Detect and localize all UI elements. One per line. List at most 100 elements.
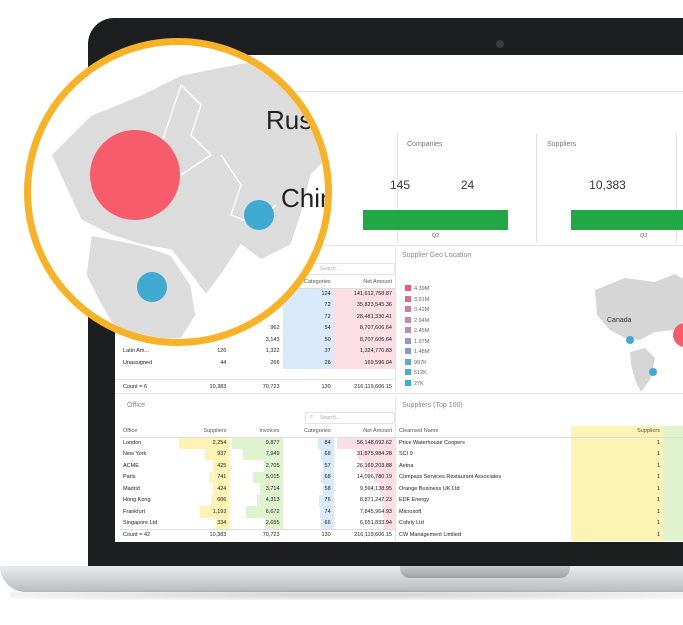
supplier-count: 1 bbox=[571, 506, 663, 518]
column-header[interactable]: Office bbox=[120, 426, 177, 438]
column-header[interactable]: Invoices bbox=[229, 426, 283, 438]
table-cell: 6,651,833.94 bbox=[334, 517, 395, 530]
kpi-tile-companies[interactable]: Companies 24 bbox=[399, 133, 537, 243]
cell-value: 5,015 bbox=[265, 474, 280, 481]
legend-item[interactable]: 27K bbox=[405, 379, 424, 387]
table-row[interactable]: Orange Business UK Ltd 1 bbox=[396, 483, 683, 495]
table-cell: 334 bbox=[176, 517, 230, 530]
column-header[interactable]: Net Amount bbox=[333, 426, 395, 438]
legend-item[interactable]: 512K bbox=[405, 369, 427, 376]
legend-label: 3.42M bbox=[414, 307, 430, 313]
table-cell: 126 bbox=[217, 348, 227, 355]
legend-swatch bbox=[405, 327, 411, 333]
table-row[interactable]: Aetna 1 bbox=[396, 460, 683, 472]
supplier-name: EDF Energy bbox=[399, 497, 429, 504]
office-panel-title: Office bbox=[127, 402, 146, 409]
column-header[interactable]: Cleansed Name bbox=[396, 426, 571, 438]
cell-bar bbox=[200, 506, 230, 518]
table-row[interactable]: Latin Am... 126 1,322 37 1,324,770.83 bbox=[120, 345, 395, 357]
table-cell: Singapore Ltd bbox=[123, 520, 158, 526]
legend-item[interactable]: 3.42M bbox=[405, 306, 429, 313]
legend-item[interactable]: 2.94M bbox=[405, 316, 429, 324]
table-cell: 741 bbox=[176, 471, 230, 483]
column-header[interactable]: Suppliers bbox=[571, 426, 663, 438]
table-cell bbox=[663, 448, 683, 460]
legend-item[interactable]: 997K bbox=[405, 358, 427, 366]
table-cell: 84 bbox=[283, 437, 334, 449]
map-bubble[interactable] bbox=[626, 336, 634, 344]
legend-item[interactable]: 1.48M bbox=[405, 348, 429, 355]
table-row[interactable]: SCI 9 1 bbox=[396, 448, 683, 460]
column-header[interactable]: Categories bbox=[282, 426, 334, 438]
table-cell: 8,707,606.64 bbox=[333, 322, 395, 334]
table-row[interactable]: 72 35,823,545.36 bbox=[120, 299, 395, 311]
region-table: Categories Net Amount 124 141,612,758.87 7… bbox=[120, 277, 395, 369]
table-cell: 56,148,692.62 bbox=[334, 437, 395, 449]
table-cell: Latin Am... bbox=[123, 348, 149, 355]
table-row[interactable]: 962 54 8,707,606.64 bbox=[120, 322, 395, 334]
table-cell: 606 bbox=[176, 494, 230, 506]
table-row[interactable]: CW Management Limited 1 bbox=[396, 529, 683, 541]
cell-value: 57 bbox=[324, 462, 331, 469]
cell-bar bbox=[232, 437, 283, 449]
table-cell: Paris bbox=[123, 474, 136, 481]
table-row[interactable]: EDF Energy 1 bbox=[396, 494, 683, 506]
legend-swatch bbox=[405, 306, 411, 312]
cell-value: 26,169,203.88 bbox=[356, 462, 392, 469]
legend-item[interactable]: 3.91M bbox=[405, 295, 429, 303]
table-row[interactable]: Hong Kong 606 4,313 76 8,871,247.23 bbox=[120, 494, 395, 506]
table-row[interactable]: London 2,254 9,877 84 56,148,692.62 bbox=[120, 437, 395, 449]
total-invoices: 70,723 bbox=[262, 383, 280, 390]
table-row[interactable]: Compass Services Restaurant Associates 1 bbox=[396, 471, 683, 483]
table-cell: 7,949 bbox=[229, 448, 283, 460]
legend-item[interactable]: 2.45M bbox=[405, 327, 429, 334]
map-bubble[interactable] bbox=[244, 200, 274, 230]
legend-item[interactable]: 1.97M bbox=[405, 337, 429, 345]
zoom-magnifier: Rus Chin bbox=[24, 38, 332, 346]
table-row[interactable]: 124 141,612,758.87 bbox=[120, 288, 395, 300]
column-header[interactable]: Net Amount bbox=[333, 277, 395, 289]
table-row[interactable]: ACME 425 2,705 57 26,169,203.88 bbox=[120, 460, 395, 472]
supplier-count: 1 bbox=[571, 483, 663, 495]
table-row[interactable]: Price Waterhouse Coopers 1 bbox=[396, 437, 683, 449]
table-row[interactable]: Cofely Ltd 1 bbox=[396, 517, 683, 529]
table-row[interactable]: Microsoft 1 bbox=[396, 506, 683, 518]
table-cell: 57 bbox=[283, 460, 334, 472]
table-cell: 28,481,330.41 bbox=[333, 311, 395, 323]
table-cell: 76 bbox=[283, 494, 334, 506]
cell-bar bbox=[319, 494, 334, 506]
table-divider bbox=[115, 379, 395, 380]
laptop-base-notch bbox=[400, 566, 570, 578]
map-bubble-large[interactable] bbox=[90, 130, 180, 220]
table-cell bbox=[663, 483, 683, 495]
laptop-base bbox=[0, 566, 683, 592]
table-row[interactable]: New York 937 7,949 68 31,875,984.28 bbox=[120, 448, 395, 460]
total-categories: 130 bbox=[282, 528, 334, 541]
office-search-input[interactable]: Search... bbox=[305, 412, 395, 424]
table-row[interactable]: Singapore Ltd 334 2,655 66 6,651,833.94 bbox=[120, 517, 395, 530]
table-cell: 2,655 bbox=[229, 517, 283, 530]
map-bubble[interactable] bbox=[673, 323, 683, 347]
table-cell: 14,096,780.19 bbox=[334, 471, 395, 483]
kpi-tile-suppliers[interactable]: Suppliers 10,383 bbox=[539, 133, 677, 243]
column-header[interactable]: Suppliers bbox=[176, 426, 230, 438]
cell-bar bbox=[213, 460, 230, 472]
top-suppliers-table: Cleansed Name Suppliers Price Waterhouse… bbox=[396, 426, 683, 541]
table-row[interactable]: 3,143 50 8,707,606.64 bbox=[120, 334, 395, 346]
map-bubble[interactable] bbox=[137, 272, 167, 302]
world-map[interactable]: Canada bbox=[585, 260, 683, 395]
cell-value: 7,845,964.93 bbox=[359, 508, 392, 515]
table-row[interactable]: Frankfurt 1,193 6,672 74 7,845,964.93 bbox=[120, 506, 395, 518]
table-row[interactable]: Paris 741 5,015 68 14,096,780.19 bbox=[120, 471, 395, 483]
table-row[interactable]: Madrid 424 3,714 58 9,594,138.95 bbox=[120, 483, 395, 495]
panel-divider bbox=[395, 395, 396, 542]
supplier-count: 1 bbox=[571, 460, 663, 472]
legend-item[interactable]: 4.39M bbox=[405, 285, 429, 292]
table-cell: 26 bbox=[282, 357, 334, 369]
table-cell: 37 bbox=[282, 345, 334, 357]
map-bubble[interactable] bbox=[649, 368, 657, 376]
zoomed-map bbox=[50, 45, 325, 339]
table-row[interactable]: Unassigned 44 266 26 169,596.04 bbox=[120, 357, 395, 369]
table-row[interactable]: 72 28,481,330.41 bbox=[120, 311, 395, 323]
column-header[interactable]: Categories bbox=[282, 277, 334, 289]
